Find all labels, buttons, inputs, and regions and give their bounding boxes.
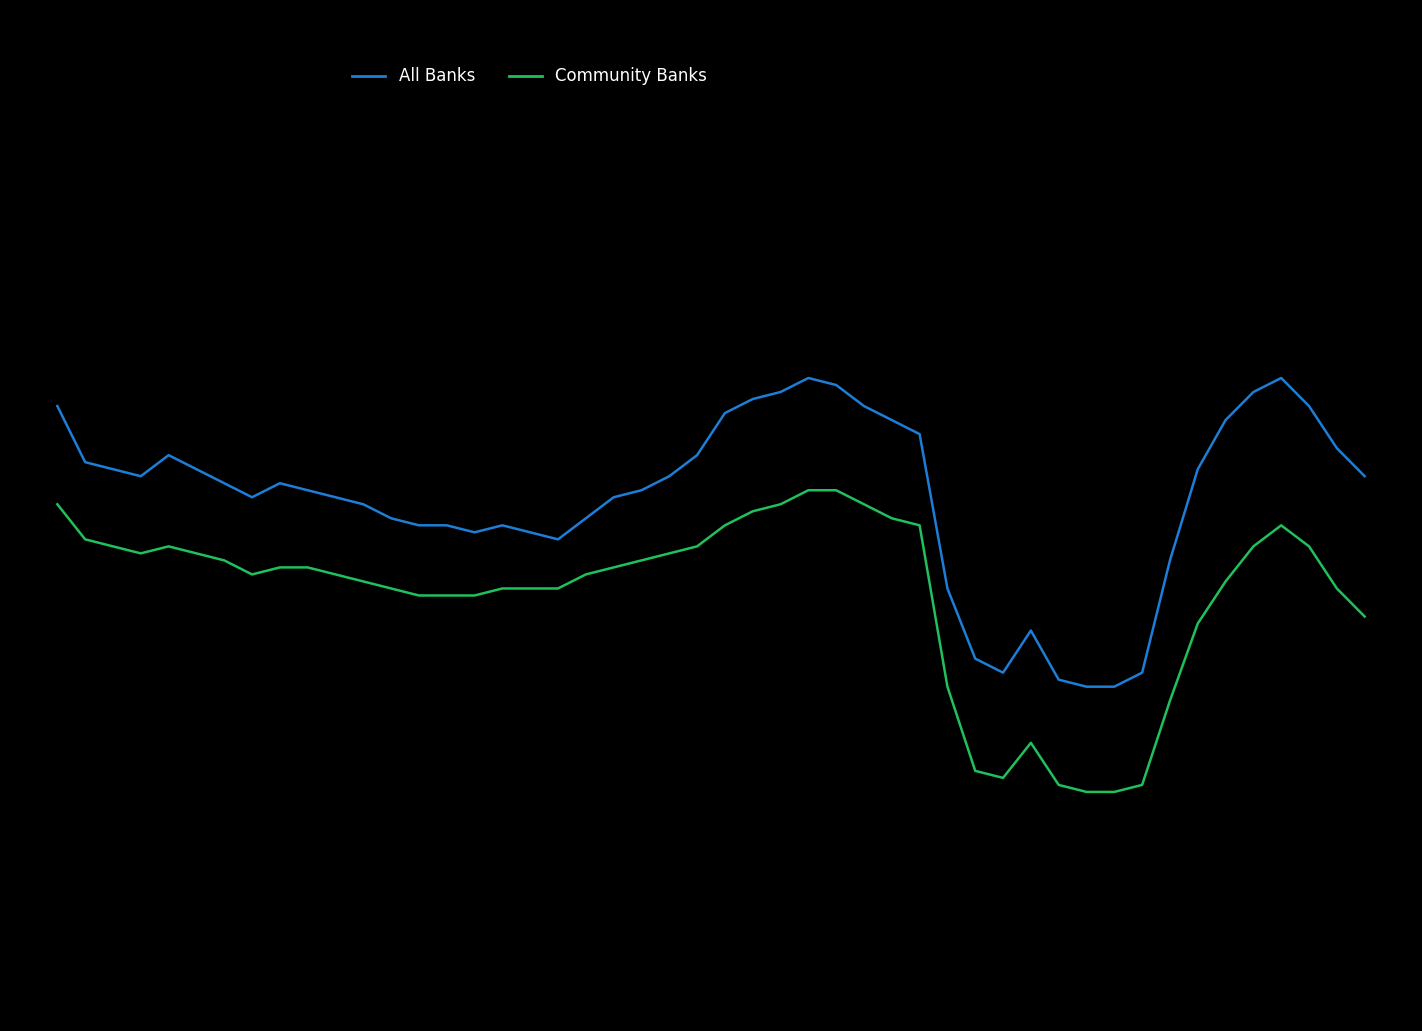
Community Banks (799, 485, 816, 497)
All Banks (1328, 442, 1345, 455)
Community Banks (104, 540, 121, 553)
All Banks (1189, 463, 1206, 475)
All Banks (856, 400, 873, 412)
Community Banks (272, 561, 289, 573)
Community Banks (717, 520, 734, 532)
Line: All Banks: All Banks (57, 378, 1365, 687)
Community Banks (1162, 695, 1179, 707)
All Banks (772, 386, 789, 398)
All Banks (1273, 372, 1290, 385)
All Banks (104, 463, 121, 475)
Community Banks (1244, 540, 1261, 553)
Community Banks (48, 498, 65, 510)
Community Banks (633, 555, 650, 567)
Community Banks (772, 498, 789, 510)
Community Banks (688, 540, 705, 553)
Community Banks (466, 590, 483, 602)
Community Banks (1273, 520, 1290, 532)
Community Banks (883, 512, 900, 525)
All Banks (1022, 625, 1039, 637)
All Banks (799, 372, 816, 385)
Line: Community Banks: Community Banks (57, 491, 1365, 792)
All Banks (354, 498, 371, 510)
All Banks (77, 456, 94, 468)
All Banks (1078, 680, 1095, 693)
All Banks (132, 470, 149, 483)
Community Banks (243, 568, 260, 580)
All Banks (717, 407, 734, 420)
All Banks (549, 533, 566, 545)
All Banks (383, 512, 400, 525)
Community Banks (856, 498, 873, 510)
Community Banks (1189, 618, 1206, 630)
All Banks (1106, 680, 1123, 693)
Community Banks (549, 583, 566, 595)
Community Banks (606, 561, 623, 573)
Community Banks (522, 583, 539, 595)
All Banks (661, 470, 678, 483)
All Banks (577, 512, 594, 525)
All Banks (883, 413, 900, 426)
All Banks (466, 526, 483, 538)
All Banks (606, 491, 623, 503)
All Banks (411, 520, 428, 532)
Community Banks (327, 568, 344, 580)
All Banks (1217, 413, 1234, 426)
Community Banks (438, 590, 455, 602)
All Banks (633, 485, 650, 497)
All Banks (828, 378, 845, 391)
All Banks (994, 666, 1011, 678)
All Banks (1162, 555, 1179, 567)
All Banks (1133, 666, 1150, 678)
All Banks (493, 520, 510, 532)
All Banks (1301, 400, 1318, 412)
Community Banks (216, 555, 233, 567)
Community Banks (132, 547, 149, 560)
Community Banks (939, 680, 956, 693)
All Banks (912, 428, 929, 440)
Community Banks (828, 485, 845, 497)
Community Banks (1133, 778, 1150, 791)
Community Banks (1328, 583, 1345, 595)
Community Banks (411, 590, 428, 602)
All Banks (438, 520, 455, 532)
All Banks (522, 526, 539, 538)
All Banks (161, 448, 178, 461)
Legend: All Banks, Community Banks: All Banks, Community Banks (346, 61, 714, 92)
Community Banks (354, 575, 371, 588)
Community Banks (912, 520, 929, 532)
All Banks (243, 491, 260, 503)
All Banks (1051, 673, 1068, 686)
All Banks (327, 491, 344, 503)
Community Banks (1022, 736, 1039, 749)
Community Banks (1051, 778, 1068, 791)
Community Banks (1301, 540, 1318, 553)
Community Banks (1357, 610, 1374, 623)
Community Banks (161, 540, 178, 553)
Community Banks (967, 765, 984, 777)
All Banks (688, 448, 705, 461)
All Banks (48, 400, 65, 412)
Community Banks (661, 547, 678, 560)
Community Banks (383, 583, 400, 595)
Community Banks (493, 583, 510, 595)
All Banks (967, 653, 984, 665)
All Banks (744, 393, 761, 405)
Community Banks (1217, 575, 1234, 588)
Community Banks (1078, 786, 1095, 798)
All Banks (299, 485, 316, 497)
All Banks (939, 583, 956, 595)
All Banks (272, 477, 289, 490)
Community Banks (188, 547, 205, 560)
Community Banks (994, 771, 1011, 784)
Community Banks (577, 568, 594, 580)
All Banks (188, 463, 205, 475)
Community Banks (77, 533, 94, 545)
Community Banks (299, 561, 316, 573)
All Banks (216, 477, 233, 490)
Community Banks (1106, 786, 1123, 798)
Community Banks (744, 505, 761, 518)
All Banks (1244, 386, 1261, 398)
All Banks (1357, 470, 1374, 483)
